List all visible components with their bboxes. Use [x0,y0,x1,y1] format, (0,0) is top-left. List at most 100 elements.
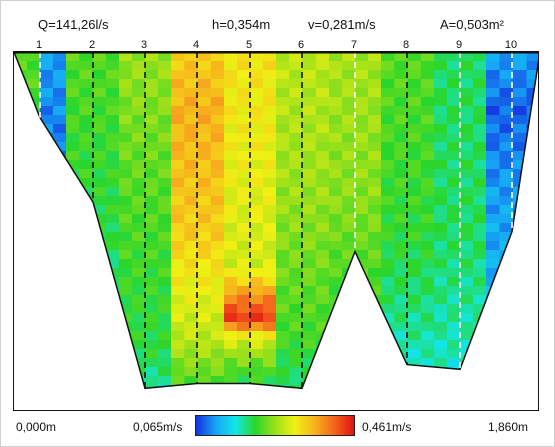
velocity-cell [132,268,146,278]
velocity-cell [394,304,409,314]
velocity-cell [473,124,487,134]
velocity-cell [407,79,422,89]
velocity-cell [368,259,382,269]
velocity-cell [263,286,277,296]
velocity-cell [420,259,435,269]
velocity-cell [434,223,448,233]
velocity-cell [447,205,461,215]
velocity-cell [381,187,395,197]
velocity-cell [302,295,317,305]
velocity-cell [329,232,343,242]
velocity-cell [460,61,474,71]
velocity-cell [132,196,146,206]
velocity-cell [197,250,212,260]
velocity-cell [486,187,500,197]
velocity-cell [105,124,120,134]
velocity-cell [315,142,330,152]
velocity-cell [171,313,185,323]
velocity-cell [224,376,238,386]
velocity-cell [329,151,343,161]
velocity-cell [237,151,251,161]
velocity-cell [263,187,277,197]
velocity-cell [158,97,172,107]
velocity-cell [381,277,395,287]
velocity-cell [184,160,199,170]
velocity-cell [92,124,107,134]
velocity-cell [276,79,290,89]
velocity-cell [420,160,435,170]
velocity-cell [315,205,330,215]
velocity-cell [473,160,487,170]
velocity-cell [289,124,304,134]
velocity-cell [355,187,369,197]
velocity-cell [250,160,264,170]
velocity-cell [447,223,461,233]
vertical-number-8: 8 [402,39,410,51]
velocity-cell [420,295,435,305]
velocity-cell [158,295,172,305]
velocity-cell [197,322,212,332]
velocity-cell [394,70,409,80]
velocity-cell [276,205,290,215]
velocity-cell [210,187,225,197]
velocity-cell [499,88,514,98]
velocity-cell [302,187,317,197]
velocity-cell [513,142,527,152]
velocity-cell [447,340,461,350]
velocity-cell [250,187,264,197]
velocity-cell [145,79,159,89]
velocity-cell [420,232,435,242]
velocity-cell [210,376,225,386]
velocity-cell [105,151,120,161]
velocity-cell [145,277,159,287]
velocity-cell [105,142,120,152]
velocity-cell [342,223,356,233]
velocity-cell [315,259,330,269]
velocity-cell [368,142,382,152]
velocity-cell [237,268,251,278]
velocity-cell [105,61,120,71]
velocity-cell [197,115,212,125]
velocity-cell [289,358,304,368]
velocity-cell [302,304,317,314]
velocity-cell [171,358,185,368]
velocity-cell [197,232,212,242]
velocity-cell [27,52,41,62]
velocity-cell [289,214,304,224]
velocity-cell [276,277,290,287]
width-end-label: 1,860m [488,420,529,434]
velocity-cell [342,70,356,80]
velocity-cell [92,79,107,89]
velocity-cell [434,169,448,179]
velocity-cell [184,358,199,368]
velocity-cell [499,214,514,224]
velocity-cell [302,322,317,332]
velocity-cell [302,241,317,251]
velocity-cell [197,214,212,224]
velocity-cell [302,196,317,206]
velocity-cell [145,187,159,197]
velocity-cell [315,115,330,125]
velocity-cell [355,178,369,188]
velocity-cell [40,106,54,116]
velocity-cell [460,196,474,206]
velocity-cell [473,223,487,233]
velocity-cell [420,70,435,80]
velocity-cell [250,61,264,71]
velocity-cell [250,52,264,62]
velocity-cell [473,187,487,197]
velocity-cell [237,133,251,143]
velocity-cell [145,223,159,233]
velocity-cell [119,232,133,242]
velocity-cell [197,295,212,305]
velocity-cell [237,223,251,233]
velocity-cell [197,367,212,377]
velocity-cell [197,124,212,134]
velocity-cell [158,349,172,359]
velocity-cell [302,313,317,323]
velocity-cell [526,70,538,80]
velocity-cell [420,304,435,314]
velocity-cell [394,322,409,332]
velocity-cell [368,61,382,71]
velocity-cell [250,232,264,242]
